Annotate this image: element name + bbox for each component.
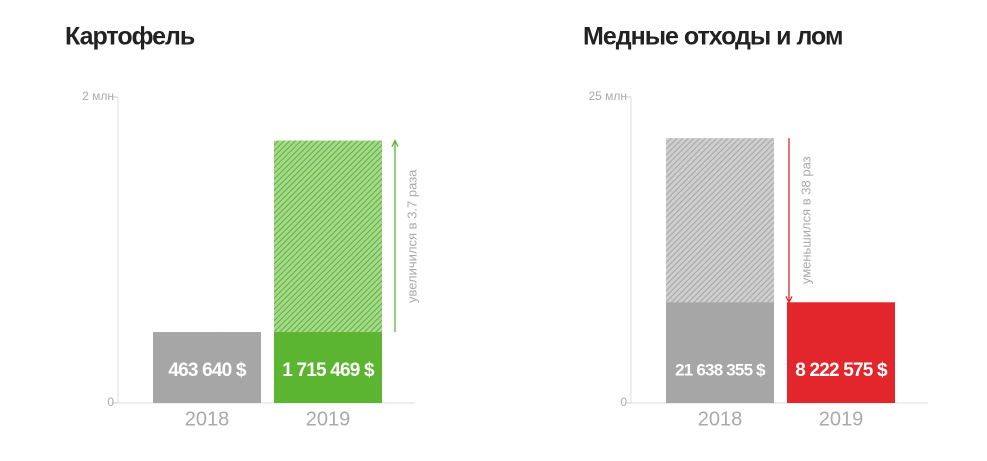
value-label: 8 222 575 $ (795, 360, 888, 381)
bar-solid (274, 332, 382, 403)
annotation: уменьшился в 38 раз (798, 156, 813, 284)
bar (787, 302, 895, 403)
bar (666, 138, 774, 403)
arrow-head (391, 139, 399, 147)
bar (274, 140, 382, 403)
y-tick-label: 0 (107, 395, 114, 409)
y-tick-label: 25 млн (588, 89, 627, 103)
arrow-head (785, 296, 793, 304)
bar-solid (666, 302, 774, 403)
x-tick-label: 2019 (819, 408, 864, 430)
value-label: 21 638 355 $ (675, 360, 766, 379)
chart-title: Картофель (65, 23, 195, 51)
bar-solid (787, 302, 895, 403)
chart-title: Медные отходы и лом (583, 23, 842, 51)
x-tick-label: 2018 (185, 408, 230, 430)
y-tick-label: 2 млн (82, 89, 114, 103)
value-label: 463 640 $ (168, 360, 247, 381)
bar (153, 332, 261, 403)
value-label: 1 715 469 $ (282, 360, 375, 381)
x-tick-label: 2018 (698, 408, 743, 430)
y-tick-label: 0 (620, 395, 627, 409)
bar-solid (153, 332, 261, 403)
annotation: увеличился в 3.7 раза (404, 169, 419, 303)
x-tick-label: 2019 (306, 408, 351, 430)
